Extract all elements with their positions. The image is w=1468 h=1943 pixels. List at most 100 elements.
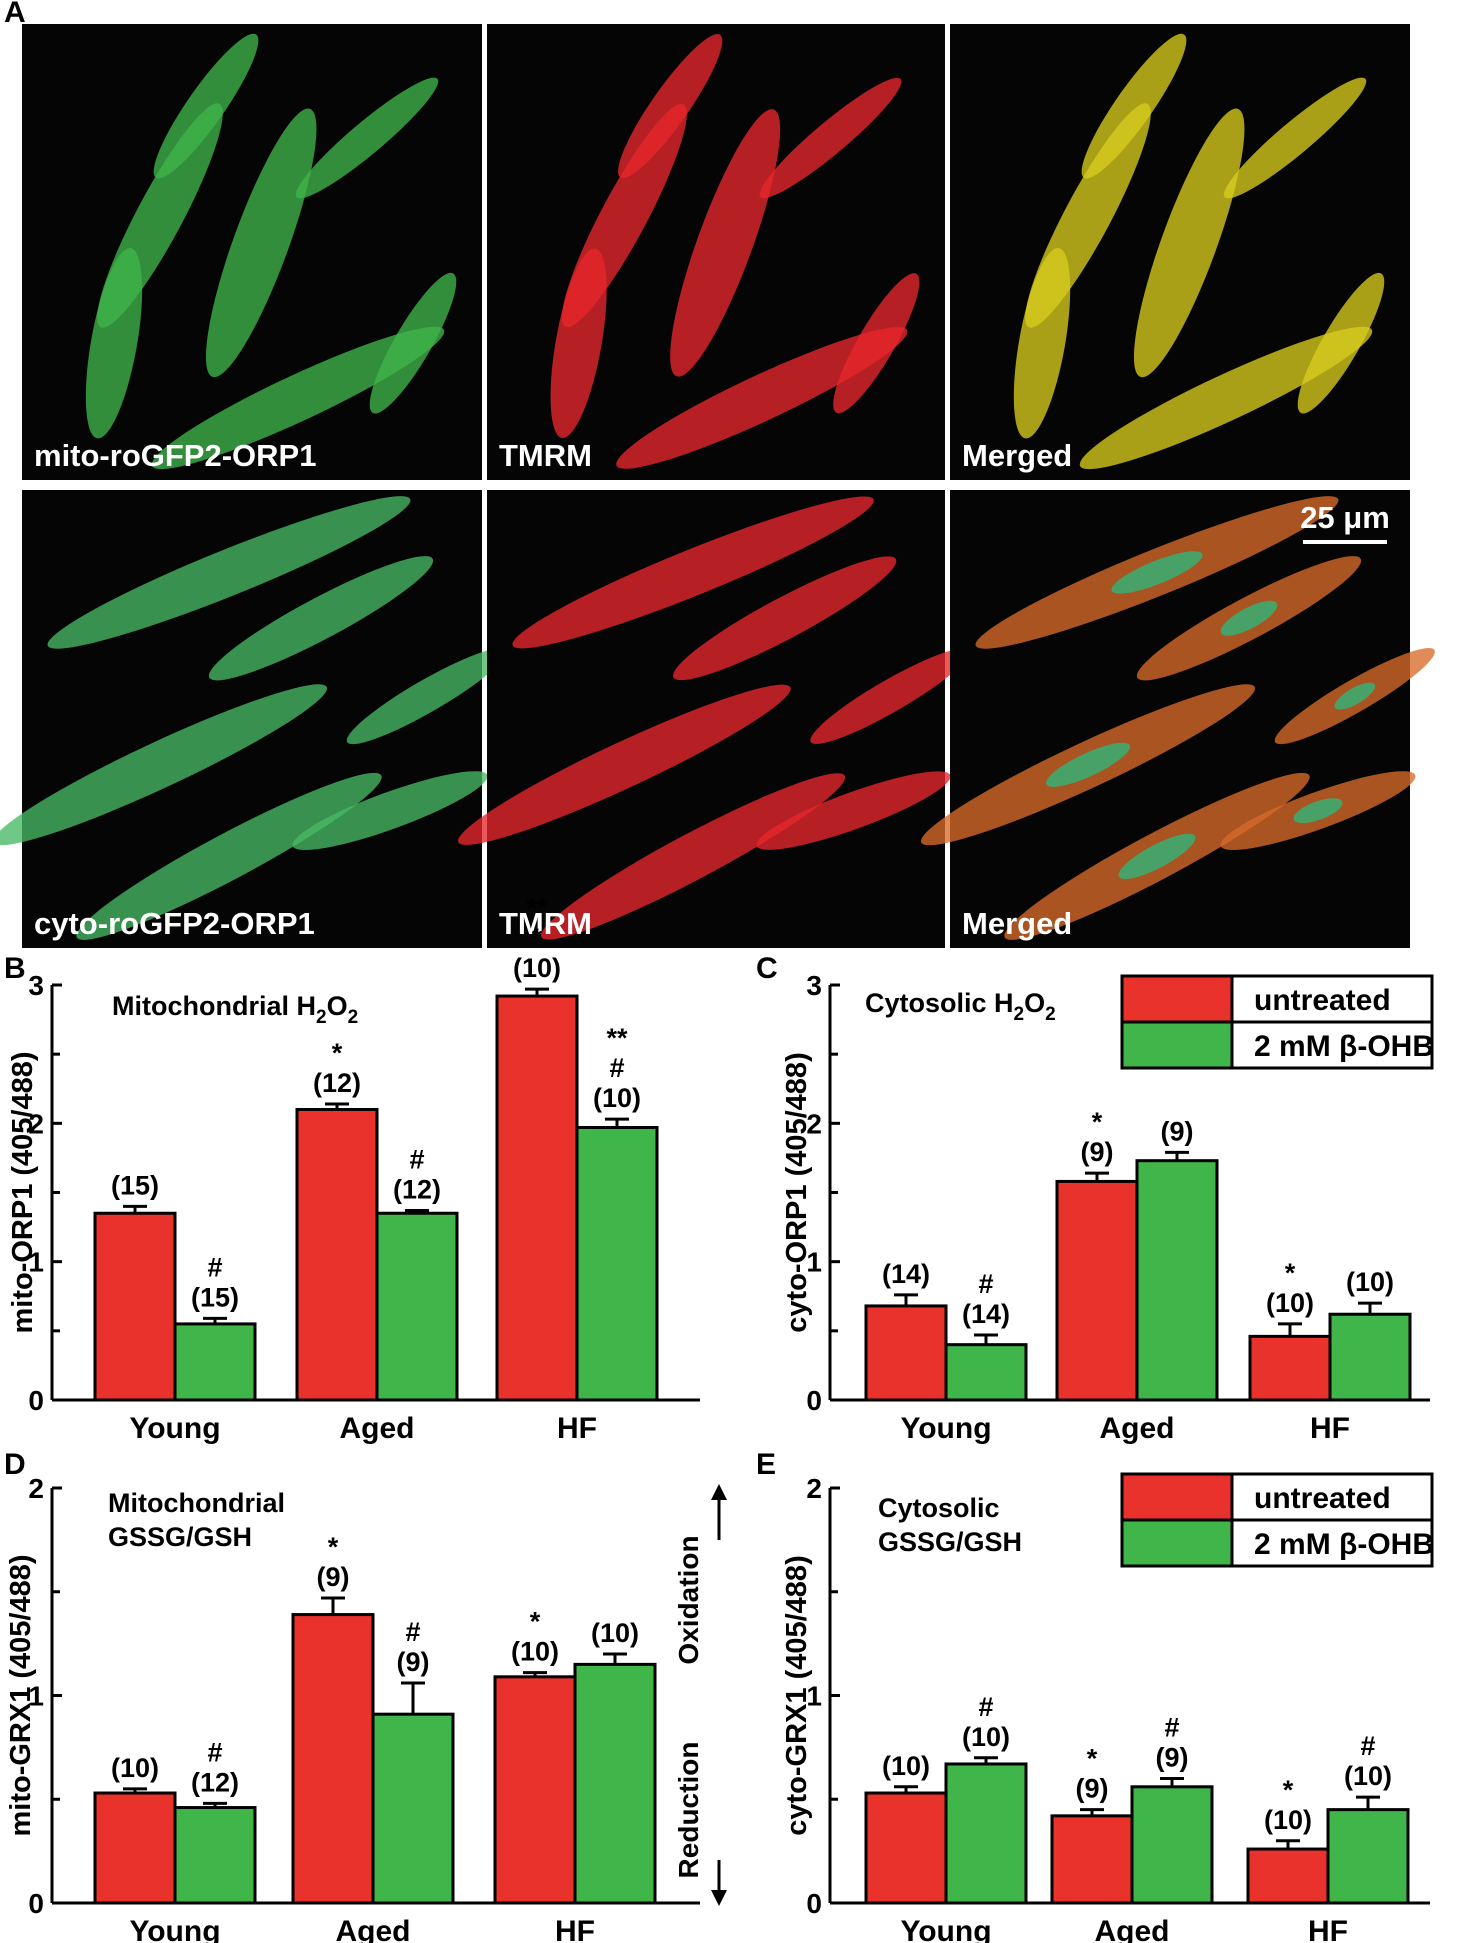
bar-treated bbox=[944, 1762, 1028, 1905]
cell-shape bbox=[153, 33, 259, 179]
bar-annotation: (9) bbox=[1081, 1137, 1114, 1167]
cell-overlap bbox=[1334, 682, 1376, 710]
micrograph-panel: Merged bbox=[950, 24, 1410, 480]
legend-label-treated: 2 mM β-OHB bbox=[1254, 1030, 1434, 1063]
bar-annotation: (10) bbox=[593, 1083, 641, 1113]
micrograph-panel: TMRM bbox=[458, 490, 970, 948]
bar-annotation: * bbox=[1285, 1258, 1296, 1288]
bar-annotation: (10) bbox=[111, 1753, 159, 1783]
bar-annotation: * bbox=[532, 923, 543, 953]
bar-annotation: (12) bbox=[393, 1174, 441, 1204]
cell-shape bbox=[0, 684, 328, 846]
bar-untreated bbox=[864, 1791, 948, 1905]
panel-letter-a: A bbox=[4, 0, 26, 29]
bar-annotation: * bbox=[530, 1607, 541, 1637]
cell-shape bbox=[369, 272, 457, 414]
cell-shape bbox=[756, 771, 951, 850]
chart-panel-e: E 0 1 2 cyto-GRX1 (405/488) Cytosolic GSSG/GSH… bbox=[756, 1448, 1430, 1943]
legend-label-treated: 2 mM β-OHB bbox=[1254, 1528, 1434, 1561]
y-tick-label: 1 bbox=[28, 1681, 44, 1712]
bar-annotation: (10) bbox=[1264, 1805, 1312, 1835]
y-tick-label: 2 bbox=[806, 1108, 822, 1139]
cell-shape bbox=[47, 496, 411, 649]
reduction-label: Reduction bbox=[673, 1742, 704, 1879]
bar-treated bbox=[375, 1211, 459, 1402]
chart-title: Mitochondrial H2O2 bbox=[112, 991, 358, 1028]
panel-letter-c: C bbox=[756, 952, 778, 985]
bar-annotation: # bbox=[1360, 1731, 1375, 1761]
legend-label-untreated: untreated bbox=[1254, 1482, 1391, 1515]
cell-shape bbox=[151, 326, 445, 470]
panel-letter-d: D bbox=[4, 1448, 26, 1481]
bar-annotation: (9) bbox=[317, 1562, 350, 1592]
bar-treated bbox=[575, 1125, 659, 1402]
chart-panel-b: B 0 1 2 3 mito-ORP1 (405/488) Mitochondrial H2… bbox=[4, 893, 700, 1445]
panel-letter-e: E bbox=[756, 1448, 776, 1481]
bar-annotation: (10) bbox=[1346, 1267, 1394, 1297]
cell-shape bbox=[670, 109, 781, 377]
legend-swatch-treated bbox=[1120, 1518, 1234, 1568]
cell-shape bbox=[1133, 108, 1245, 378]
y-tick-label: 1 bbox=[806, 1247, 822, 1278]
cell-shape bbox=[346, 648, 507, 745]
y-tick-label: 0 bbox=[806, 1888, 822, 1919]
micrograph-panel: mito-roGFP2-ORP1 bbox=[22, 24, 482, 480]
y-axis-label: mito-GRX1 (405/488) bbox=[5, 1554, 37, 1836]
cell-shape bbox=[1223, 77, 1367, 199]
bar-annotation: (10) bbox=[882, 1751, 930, 1781]
micrograph-label: cyto-roGFP2-ORP1 bbox=[34, 906, 315, 941]
bar-annotation: ** bbox=[606, 1023, 628, 1053]
legend: untreated 2 mM β-OHB bbox=[1120, 1472, 1434, 1568]
oxidation-label: Oxidation bbox=[673, 1535, 704, 1664]
bar-treated bbox=[1130, 1785, 1214, 1905]
bar-annotation: (10) bbox=[591, 1618, 639, 1648]
reduction-arrowhead bbox=[711, 1890, 727, 1906]
bar-treated bbox=[173, 1806, 257, 1905]
y-tick-label: 2 bbox=[28, 1108, 44, 1139]
bar-annotation: (14) bbox=[882, 1259, 930, 1289]
y-tick-label: 0 bbox=[28, 1385, 44, 1416]
bar-treated bbox=[173, 1322, 257, 1402]
chart-title: Cytosolic H2O2 bbox=[865, 988, 1056, 1025]
bar-annotation: # bbox=[207, 1737, 222, 1767]
category-label: HF bbox=[555, 1915, 595, 1943]
chart-title-line: Cytosolic bbox=[878, 1493, 1000, 1523]
cell-overlap bbox=[1118, 833, 1196, 880]
bar-annotation: (12) bbox=[313, 1068, 361, 1098]
micrograph-label: Merged bbox=[962, 438, 1072, 473]
chart-title-line: GSSG/GSH bbox=[878, 1527, 1022, 1557]
bar-untreated bbox=[495, 994, 579, 1402]
y-axis-label: cyto-ORP1 (405/488) bbox=[781, 1052, 813, 1332]
chart-panel-d: D 0 1 2 mito-GRX1 (405/488) Mitochondrial GSSG… bbox=[4, 1448, 700, 1943]
bar-annotation: (9) bbox=[397, 1647, 430, 1677]
bar-untreated bbox=[93, 1211, 177, 1402]
bar-treated bbox=[1135, 1159, 1219, 1402]
scale-bar: 25 μm bbox=[1300, 500, 1390, 544]
bar-annotation: # bbox=[978, 1692, 993, 1722]
y-tick-label: 3 bbox=[806, 970, 822, 1001]
y-tick-label: 1 bbox=[28, 1247, 44, 1278]
cell-shape bbox=[550, 248, 607, 439]
cell-shape bbox=[205, 108, 317, 378]
cell-shape bbox=[458, 684, 791, 845]
bar-treated bbox=[371, 1712, 455, 1905]
cell-shape bbox=[512, 496, 874, 649]
bar-annotation: (15) bbox=[111, 1170, 159, 1200]
chart-title-line: Mitochondrial bbox=[108, 1488, 285, 1518]
bar-untreated bbox=[1246, 1847, 1330, 1905]
cell-overlap bbox=[1046, 742, 1130, 787]
y-tick-label: 3 bbox=[28, 970, 44, 1001]
y-axis-label: mito-ORP1 (405/488) bbox=[7, 1051, 39, 1333]
bar-untreated bbox=[1055, 1179, 1139, 1402]
micrograph-grid: mito-roGFP2-ORP1 TMRM Merged cyto-roGFP2-OR… bbox=[0, 24, 1435, 948]
bar-annotation: (9) bbox=[1076, 1774, 1109, 1804]
cell-shape bbox=[1081, 33, 1187, 179]
cell-shape bbox=[76, 772, 382, 940]
micrograph-label: TMRM bbox=[499, 438, 592, 473]
bar-untreated bbox=[1248, 1334, 1332, 1402]
category-label: HF bbox=[1308, 1915, 1348, 1943]
bar-untreated bbox=[864, 1304, 948, 1402]
bar-treated bbox=[573, 1662, 657, 1905]
category-label: Young bbox=[129, 1412, 220, 1445]
